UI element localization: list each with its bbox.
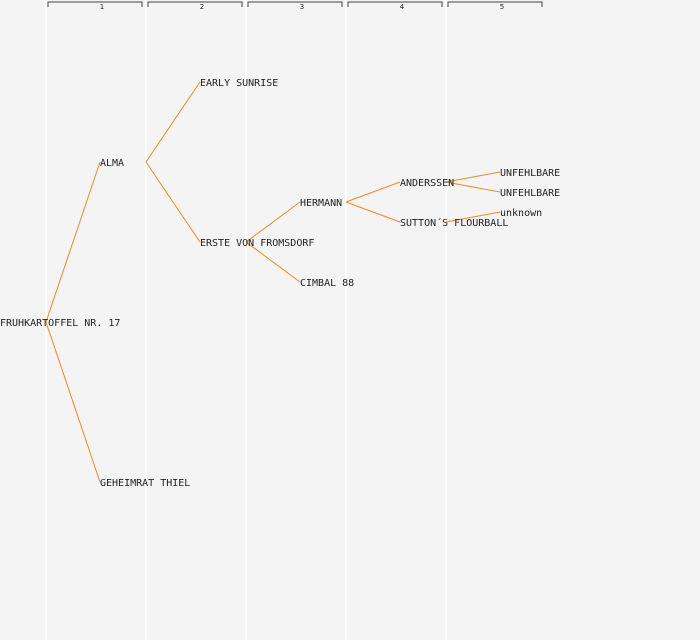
generation-bracket	[247, 1, 343, 7]
pedigree-edge	[45, 161, 101, 323]
variety-label[interactable]: unknown	[500, 208, 542, 219]
variety-label[interactable]: UNFEHLBARE	[500, 188, 560, 199]
pedigree-edge	[345, 181, 401, 203]
pedigree-edge	[145, 81, 201, 163]
variety-label[interactable]: ANDERSSEN	[400, 178, 454, 189]
pedigree-edge	[445, 211, 501, 223]
variety-label[interactable]: ERSTE VON FROMSDORF	[200, 238, 314, 249]
generation-columns: 1 2 3 4 5	[45, 0, 543, 640]
generation-label: 4	[400, 3, 405, 11]
variety-label[interactable]: UNFEHLBARE	[500, 168, 560, 179]
pedigree-edge	[345, 201, 401, 223]
generation-label: 2	[200, 3, 204, 11]
variety-label[interactable]: GEHEIMRAT THIEL	[100, 478, 190, 489]
generation-bracket	[147, 1, 243, 7]
pedigree-edge	[145, 161, 201, 243]
pedigree-edges	[45, 81, 501, 483]
pedigree-edge	[245, 201, 301, 243]
pedigree-edge	[445, 181, 501, 193]
variety-label[interactable]: CIMBAL 88	[300, 278, 354, 289]
generation-bracket	[447, 1, 543, 7]
pedigree-edge	[45, 321, 101, 483]
variety-label[interactable]: SUTTON´S FLOURBALL	[400, 217, 508, 229]
pedigree-labels: FRUHKARTOFFEL NR. 17 ALMA GEHEIMRAT THIEL E…	[0, 78, 560, 489]
pedigree-edge	[245, 241, 301, 283]
generation-bracket	[47, 1, 143, 7]
variety-label[interactable]: EARLY SUNRISE	[200, 78, 278, 89]
generation-label: 1	[100, 3, 104, 11]
generation-label: 5	[500, 3, 504, 11]
generation-label: 3	[300, 3, 304, 11]
generation-bracket	[347, 1, 443, 7]
variety-label[interactable]: ALMA	[100, 158, 124, 169]
variety-label[interactable]: HERMANN	[300, 198, 342, 209]
variety-label[interactable]: FRUHKARTOFFEL NR. 17	[0, 318, 120, 329]
pedigree-edge	[445, 171, 501, 183]
